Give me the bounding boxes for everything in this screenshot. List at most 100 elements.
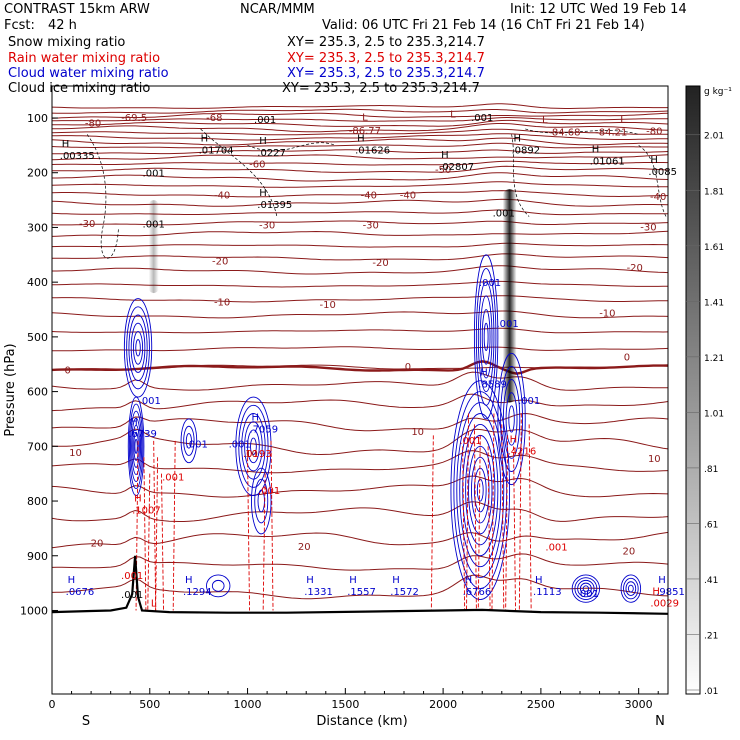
isotherm-label-0: -80 — [85, 118, 101, 129]
colorbar-label-4: .81 — [704, 465, 718, 475]
isotherm-line — [52, 393, 668, 412]
ice-contour-dashed — [86, 134, 119, 259]
x-tick-label-3: 1500 — [331, 698, 359, 711]
snow-plume-1 — [502, 189, 517, 403]
x-tick-label-4: 2000 — [429, 698, 457, 711]
extremum-h-15: H — [185, 575, 193, 586]
field-cloudwater-name: Cloud water mixing ratio — [8, 66, 169, 81]
extremum-h-16: H — [306, 575, 314, 586]
isotherm-label-3: -86.77 — [349, 126, 381, 137]
cloud-contour — [254, 478, 269, 524]
cloud-contour — [476, 478, 484, 502]
extremum-h-6: H — [592, 144, 600, 155]
rain-contour — [143, 457, 147, 611]
contour-label-12: .001 — [162, 472, 184, 483]
cloud-contour — [183, 425, 195, 456]
isotherm-label-14: -30 — [259, 221, 275, 232]
y-tick-label-4: 500 — [27, 331, 48, 344]
isotherm-label-24: 0 — [405, 362, 411, 373]
colorbar-ticks: .01 .21 .41 .61 .81 1.01 1.21 1.41 1.61 1.81 2.01 — [686, 132, 724, 697]
cloud-contour — [627, 584, 634, 593]
extremum-value-20: .1113 — [533, 587, 562, 598]
isotherm-line — [52, 230, 668, 237]
terrain-line — [52, 555, 668, 615]
extremum-h-3: H — [357, 133, 365, 144]
extremum-h-19: H — [465, 575, 473, 586]
isotherm-line — [52, 123, 668, 133]
cloud-contour — [475, 268, 497, 406]
rain-contour — [518, 413, 522, 611]
rain-contour — [262, 473, 266, 611]
cloud-contour — [459, 413, 502, 568]
colorbar-label-1: .21 — [704, 631, 718, 641]
extremum-value-18: .1572 — [390, 587, 419, 598]
cloud-contour — [571, 574, 601, 603]
cloud-contour — [620, 574, 642, 603]
isotherm-label-23: 0 — [64, 366, 70, 377]
ice-contour-dashed — [200, 128, 336, 217]
snow-plume-layer — [148, 189, 517, 403]
cloud-contour — [577, 579, 595, 598]
cloud-contour — [582, 585, 590, 592]
rain-contour — [430, 435, 434, 611]
isotherm-line — [52, 190, 668, 198]
rain-contour — [466, 413, 469, 611]
extremum-value-7: .0085 — [648, 167, 677, 178]
isotherm-layer — [52, 103, 668, 600]
extremum-h-11: H — [480, 368, 488, 379]
extremum-value-12: .1007 — [132, 505, 161, 516]
isotherm-label-9: -40 — [214, 191, 230, 202]
isotherm-line — [52, 165, 668, 173]
isotherm-line — [52, 412, 668, 432]
rain-contour — [270, 440, 274, 611]
isotherm-line — [52, 531, 668, 549]
x-tick-label-5: 2500 — [527, 698, 555, 711]
low-label-3: L — [620, 115, 626, 126]
isotherm-label-11: -40 — [400, 191, 416, 202]
cloud-contour — [468, 445, 493, 535]
isotherm-label-26: 10 — [69, 448, 82, 459]
extremum-value-22: .9851 — [656, 587, 685, 598]
cloud-contour — [505, 392, 518, 446]
y-tick-label-6: 700 — [27, 440, 48, 453]
direction-south: S — [82, 714, 90, 729]
cloud-contour — [250, 437, 257, 455]
contour-label-6: .001 — [497, 319, 519, 330]
cloud-contour — [241, 413, 266, 480]
isotherm-label-1: -69.5 — [121, 113, 147, 124]
x-tick-label-1: 500 — [139, 698, 160, 711]
contour-label-3: .001 — [493, 209, 515, 220]
valid-label: Valid: 06 UTC Fri 21 Feb 14 (16 ChT Fri … — [322, 18, 645, 33]
extremum-h-13: H — [510, 434, 518, 445]
isotherm-label-13: -30 — [79, 219, 95, 230]
cloud-contour — [247, 429, 260, 464]
ice-contour-dashed — [511, 128, 639, 217]
isotherm-line — [52, 116, 668, 122]
rain-contour — [153, 440, 157, 611]
isotherm-line — [52, 428, 668, 456]
isotherm-label-30: 20 — [91, 539, 104, 550]
fcst-label: Fcst: — [4, 18, 35, 33]
model-title: CONTRAST 15km ARW — [4, 2, 150, 17]
field-snow-name: Snow mixing ratio — [8, 35, 126, 50]
rain-contour — [247, 457, 251, 611]
y-axis-label: Pressure (hPa) — [3, 343, 18, 436]
cloud-contour — [211, 579, 225, 592]
cloud-contour — [502, 379, 521, 459]
isotherm-line — [52, 103, 668, 109]
cloud-contour — [131, 417, 142, 475]
isotherm-label-18: -20 — [372, 258, 388, 269]
contour-label-18: .0193 — [243, 449, 272, 460]
rain-contour — [473, 424, 477, 611]
cloud-contour — [625, 581, 637, 596]
isotherm-label-16: -30 — [640, 222, 656, 233]
snow-plume-0 — [148, 200, 159, 294]
field-cloudwater-xy: XY= 235.3, 2.5 to 235.3,214.7 — [287, 66, 485, 81]
isotherm-line — [52, 295, 668, 303]
cloud-contour — [462, 423, 499, 557]
extremum-value-2: .0227 — [257, 148, 286, 159]
extremum-value-15: .1294 — [183, 587, 212, 598]
isotherm-line — [52, 160, 668, 166]
